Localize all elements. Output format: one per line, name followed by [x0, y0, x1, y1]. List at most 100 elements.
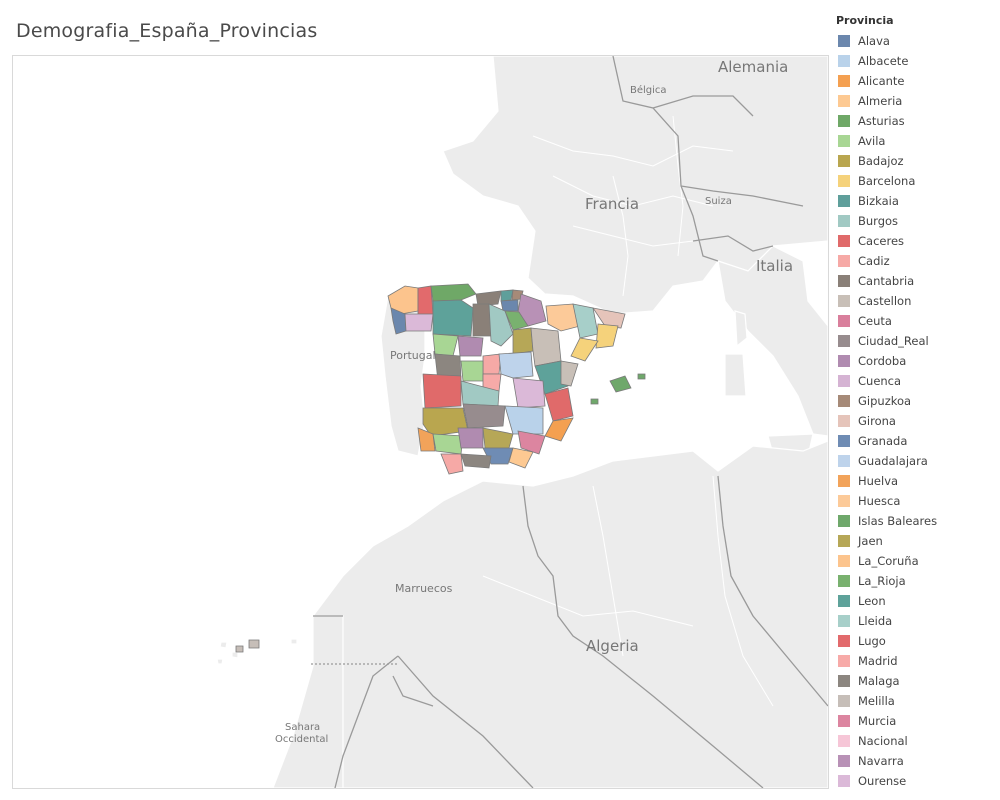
legend-items: Alava Albacete Alicante Almeria Asturias Avil… [836, 31, 996, 791]
legend-label: Leon [858, 594, 886, 608]
label-francia: Francia [585, 195, 639, 213]
legend-swatch [838, 555, 850, 567]
map-view[interactable]: Alemania Bélgica Francia Suiza Italia Po… [12, 55, 829, 789]
label-algeria: Algeria [586, 637, 639, 655]
province-girona [592, 307, 626, 329]
legend-item[interactable]: Nacional [836, 731, 996, 751]
legend-label: Girona [858, 414, 896, 428]
legend-label: Avila [858, 134, 886, 148]
province-navarra [517, 293, 547, 327]
legend-label: Lleida [858, 614, 893, 628]
province-malaga [460, 453, 492, 469]
land-canaries-c [231, 651, 239, 659]
legend-swatch [838, 295, 850, 307]
legend-item[interactable]: Cantabria [836, 271, 996, 291]
province-islas-baleares-menorca [637, 373, 646, 380]
legend-title: Provincia [836, 14, 894, 27]
province-segovia [482, 353, 502, 375]
legend-swatch [838, 475, 850, 487]
legend-item[interactable]: Albacete [836, 51, 996, 71]
legend-swatch [838, 135, 850, 147]
legend-label: Madrid [858, 654, 898, 668]
legend-item[interactable]: Ourense [836, 771, 996, 791]
legend-swatch [838, 55, 850, 67]
legend-item[interactable]: Gipuzkoa [836, 391, 996, 411]
land-sardinia [724, 353, 747, 397]
legend-swatch [838, 195, 850, 207]
legend-item[interactable]: Girona [836, 411, 996, 431]
province-barcelona [595, 323, 619, 349]
legend-label: Islas Baleares [858, 514, 938, 528]
legend-item[interactable]: Ceuta [836, 311, 996, 331]
legend-item[interactable]: Barcelona [836, 171, 996, 191]
legend-label: Ourense [858, 774, 907, 788]
legend-item[interactable]: Bizkaia [836, 191, 996, 211]
legend-swatch [838, 515, 850, 527]
province-canarias [235, 645, 244, 653]
legend-item[interactable]: Caceres [836, 231, 996, 251]
legend-item[interactable]: Madrid [836, 651, 996, 671]
country-borders [313, 56, 828, 788]
dashboard-title: Demografia_España_Provincias [16, 20, 318, 42]
province-burgos [488, 303, 514, 347]
legend-label: Burgos [858, 214, 899, 228]
legend-swatch [838, 35, 850, 47]
legend-item[interactable]: Leon [836, 591, 996, 611]
province-almeria [508, 447, 534, 469]
label-portugal: Portugal [390, 349, 436, 362]
legend-swatch [838, 775, 850, 787]
legend-item[interactable]: Cordoba [836, 351, 996, 371]
place-labels: Alemania Bélgica Francia Suiza Italia Po… [275, 58, 793, 745]
legend-item[interactable]: Murcia [836, 711, 996, 731]
province-ciudad-real [462, 403, 506, 429]
province-cuenca [512, 377, 546, 409]
legend-swatch [838, 175, 850, 187]
legend-label: Melilla [858, 694, 895, 708]
legend-swatch [838, 735, 850, 747]
province-leon [432, 299, 474, 337]
legend-label: Bizkaia [858, 194, 899, 208]
legend-item[interactable]: Islas Baleares [836, 511, 996, 531]
legend-item[interactable]: Jaen [836, 531, 996, 551]
legend-item[interactable]: La_Coruña [836, 551, 996, 571]
legend-item[interactable]: Malaga [836, 671, 996, 691]
legend-item[interactable]: Asturias [836, 111, 996, 131]
legend-item[interactable]: La_Rioja [836, 571, 996, 591]
province-sevilla [432, 433, 464, 455]
legend-swatch [838, 535, 850, 547]
legend-label: Malaga [858, 674, 900, 688]
province-murcia [517, 430, 546, 455]
legend-item[interactable]: Ciudad_Real [836, 331, 996, 351]
legend: Provincia Alava Albacete Alicante Almeria As… [836, 14, 996, 791]
legend-item[interactable]: Castellon [836, 291, 996, 311]
province-caceres [422, 373, 462, 409]
legend-item[interactable]: Avila [836, 131, 996, 151]
legend-swatch [838, 395, 850, 407]
legend-item[interactable]: Burgos [836, 211, 996, 231]
legend-item[interactable]: Navarra [836, 751, 996, 771]
legend-item[interactable]: Melilla [836, 691, 996, 711]
spain-provinces[interactable] [235, 283, 646, 653]
legend-swatch [838, 715, 850, 727]
map-canvas[interactable]: Alemania Bélgica Francia Suiza Italia Po… [13, 56, 828, 788]
legend-item[interactable]: Cadiz [836, 251, 996, 271]
legend-label: La_Coruña [858, 554, 919, 568]
province-jaen [482, 427, 514, 449]
legend-item[interactable]: Almeria [836, 91, 996, 111]
legend-item[interactable]: Granada [836, 431, 996, 451]
land-north-africa [312, 440, 828, 788]
legend-item[interactable]: Lugo [836, 631, 996, 651]
label-belgica: Bélgica [630, 84, 667, 96]
legend-item[interactable]: Badajoz [836, 151, 996, 171]
legend-label: Guadalajara [858, 454, 928, 468]
legend-swatch [838, 235, 850, 247]
legend-item[interactable]: Alicante [836, 71, 996, 91]
legend-item[interactable]: Lleida [836, 611, 996, 631]
legend-item[interactable]: Huelva [836, 471, 996, 491]
legend-item[interactable]: Cuenca [836, 371, 996, 391]
province-soria [512, 327, 534, 355]
legend-item[interactable]: Alava [836, 31, 996, 51]
legend-item[interactable]: Guadalajara [836, 451, 996, 471]
legend-item[interactable]: Huesca [836, 491, 996, 511]
label-alemania: Alemania [718, 58, 788, 76]
